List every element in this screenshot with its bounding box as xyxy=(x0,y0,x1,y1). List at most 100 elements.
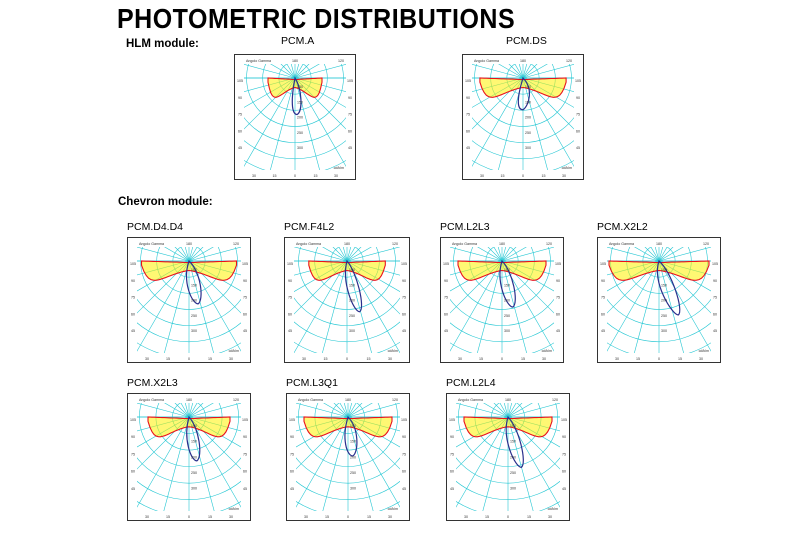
side-angle-label: 45 xyxy=(402,329,406,333)
radial-value-label: 200 xyxy=(297,116,303,120)
diagram-label: PCM.F4L2 xyxy=(284,221,335,233)
units-label: cd/klm xyxy=(548,507,558,511)
grid-spoke xyxy=(296,403,349,418)
bottom-angle-label: 30 xyxy=(699,357,703,361)
corner-label: Angolo Gamma xyxy=(246,59,271,63)
top-right-angle-label: 120 xyxy=(392,242,398,246)
grid-spoke xyxy=(294,260,348,315)
grid-spoke xyxy=(634,260,660,353)
side-angle-label: 75 xyxy=(243,296,247,300)
bottom-angle-label: 15 xyxy=(324,357,328,361)
bottom-angle-label: 30 xyxy=(388,357,392,361)
grid-spoke xyxy=(137,416,190,508)
side-angle-label: 105 xyxy=(575,79,581,83)
side-angle-label: 105 xyxy=(130,262,136,266)
radial-value-label: 150 xyxy=(191,283,197,287)
grid-spoke xyxy=(322,247,348,262)
side-angle-label: 75 xyxy=(131,296,135,300)
grid-spoke xyxy=(483,403,509,418)
units-label: cd/klm xyxy=(699,349,709,353)
bottom-angle-label: 0 xyxy=(658,357,660,361)
diagram-card: Angolo Gamma 180 120 105 105 90 90 75 75 60 60 45 45… xyxy=(462,35,584,180)
side-angle-label: 45 xyxy=(556,329,560,333)
grid-spoke xyxy=(456,416,509,508)
grid-spoke xyxy=(346,260,372,353)
radial-value-label: 150 xyxy=(525,100,531,104)
top-right-angle-label: 120 xyxy=(233,398,239,402)
radial-value-label: 150 xyxy=(350,440,356,444)
grid-spoke xyxy=(658,260,684,353)
grid-spoke xyxy=(188,416,241,470)
side-angle-label: 105 xyxy=(561,418,567,422)
radial-value-label: 100 xyxy=(350,424,356,428)
side-angle-label: 90 xyxy=(556,279,560,283)
grid-spoke xyxy=(507,416,560,470)
section-label-chevron: Chevron module: xyxy=(118,196,213,208)
diagram-card: Angolo Gamma 180 120 105 105 90 90 75 75 60 60 45 45… xyxy=(597,221,721,363)
diagram-label: PCM.X2L3 xyxy=(127,377,178,389)
radial-value-label: 200 xyxy=(510,455,516,459)
grid-spoke xyxy=(634,247,660,262)
side-angle-label: 75 xyxy=(290,452,294,456)
bottom-angle-label: 15 xyxy=(479,357,483,361)
side-angle-label: 90 xyxy=(444,279,448,283)
distribution-curve-longitudinal xyxy=(344,415,358,457)
grid-spoke xyxy=(322,416,349,511)
polar-diagram: Angolo Gamma 180 120 105 105 90 90 75 75 60 60 45 45… xyxy=(127,393,251,521)
top-angle-label: 180 xyxy=(499,242,505,246)
grid-spoke xyxy=(244,77,296,167)
top-angle-label: 180 xyxy=(505,398,511,402)
bottom-angle-label: 15 xyxy=(325,515,329,519)
bottom-angle-label: 15 xyxy=(521,357,525,361)
diagram-label: PCM.X2L2 xyxy=(597,221,648,233)
radial-value-label: 100 xyxy=(297,85,303,89)
radial-value-label: 150 xyxy=(191,440,197,444)
side-angle-label: 90 xyxy=(131,435,135,439)
distribution-curve-transverse xyxy=(147,416,231,438)
side-angle-label: 90 xyxy=(562,435,566,439)
radial-value-label: 300 xyxy=(525,146,531,150)
side-angle-label: 45 xyxy=(131,329,135,333)
diagram-label: PCM.L2L3 xyxy=(440,221,490,233)
distribution-curve-transverse xyxy=(140,260,238,281)
radial-value-label: 300 xyxy=(504,329,510,333)
grid-spoke xyxy=(498,77,524,170)
units-label: cd/klm xyxy=(562,166,572,170)
page-title: PHOTOMETRIC DISTRIBUTIONS xyxy=(117,4,516,35)
radial-value-label: 200 xyxy=(504,299,510,303)
side-angle-label: 45 xyxy=(601,329,605,333)
grid-spoke xyxy=(456,403,509,418)
polar-diagram: Angolo Gamma 180 120 105 105 90 90 75 75 60 60 45 45… xyxy=(127,237,251,363)
bottom-angle-label: 15 xyxy=(542,174,546,178)
radial-value-label: 300 xyxy=(510,487,516,491)
grid-spoke xyxy=(501,260,527,353)
grid-spoke xyxy=(501,247,527,262)
side-angle-label: 60 xyxy=(288,312,292,316)
radial-value-label: 100 xyxy=(191,268,197,272)
side-angle-label: 90 xyxy=(450,435,454,439)
side-angle-label: 75 xyxy=(450,452,454,456)
side-angle-label: 105 xyxy=(712,262,718,266)
bottom-angle-label: 30 xyxy=(334,174,338,178)
side-angle-label: 75 xyxy=(556,296,560,300)
bottom-angle-label: 15 xyxy=(208,357,212,361)
radial-value-label: 300 xyxy=(297,146,303,150)
side-angle-label: 45 xyxy=(450,487,454,491)
grid-spoke xyxy=(137,416,190,470)
side-angle-label: 90 xyxy=(576,96,580,100)
grid-spoke xyxy=(244,64,296,79)
radial-value-label: 250 xyxy=(350,471,356,475)
side-angle-label: 75 xyxy=(402,452,406,456)
corner-label: Angolo Gamma xyxy=(139,398,164,402)
bottom-angle-label: 15 xyxy=(527,515,531,519)
polar-grid xyxy=(294,247,400,353)
diagram-label: PCM.D4.D4 xyxy=(127,221,184,233)
distribution-curve-longitudinal xyxy=(656,259,681,316)
radial-value-label: 250 xyxy=(191,314,197,318)
grid-spoke xyxy=(164,260,190,353)
polar-diagram: Angolo Gamma 180 120 105 105 90 90 75 75 60 60 45 45… xyxy=(440,237,564,363)
side-angle-label: 90 xyxy=(290,435,294,439)
side-angle-label: 45 xyxy=(348,146,352,150)
side-angle-label: 45 xyxy=(243,487,247,491)
grid-spoke xyxy=(294,260,348,353)
